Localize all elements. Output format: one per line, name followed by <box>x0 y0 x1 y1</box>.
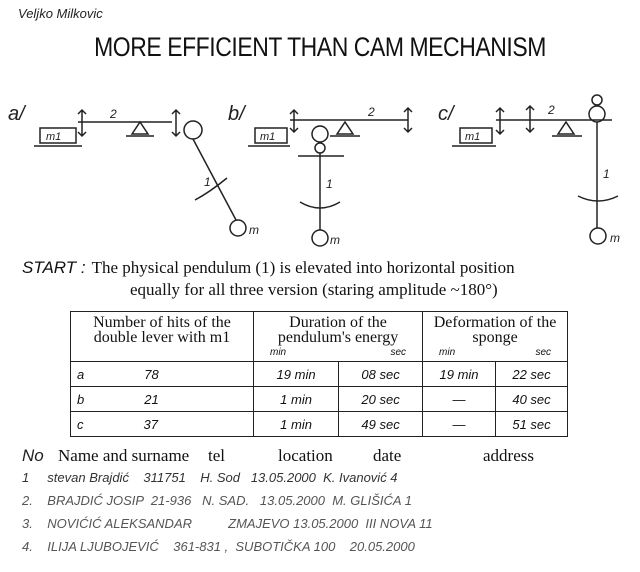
pendulum-diagrams: a/ m1 2 m 1 b/ m1 2 m 1 c/ m1 2 m 1 <box>8 94 620 247</box>
signature-header: No Name and surname tel location date ad… <box>22 446 534 465</box>
diagram-a: a/ m1 2 m 1 <box>8 103 259 237</box>
svg-text:m: m <box>249 223 259 237</box>
svg-text:2: 2 <box>547 103 555 117</box>
signature-row: 1 stevan Brajdić 311751 H. Sod 13.05.200… <box>22 470 398 485</box>
signature-row: 2. BRAJDIĆ JOSIP 21-936 N. SAD. 13.05.20… <box>22 493 412 508</box>
header-deformation: Deformation of the sponge min sec <box>422 311 568 362</box>
signature-row: 3. NOVIĆIĆ ALEKSANDAR ZMAJEVO 13.05.2000… <box>22 516 433 531</box>
svg-text:m: m <box>610 231 620 245</box>
svg-text:m1: m1 <box>465 131 480 143</box>
svg-text:a/: a/ <box>8 103 27 125</box>
svg-text:1: 1 <box>603 167 610 181</box>
svg-text:2: 2 <box>367 105 375 119</box>
start-line-1: The physical pendulum (1) is elevated in… <box>91 258 515 277</box>
svg-text:m1: m1 <box>260 131 275 143</box>
svg-text:1: 1 <box>204 175 211 189</box>
results-table: Number of hits of the double lever with … <box>70 311 568 437</box>
svg-text:2: 2 <box>109 107 117 121</box>
svg-text:c/: c/ <box>438 103 456 125</box>
header-hits: Number of hits of the double lever with … <box>70 311 254 362</box>
start-label: START : <box>22 258 86 277</box>
author-signature: Veljko Milkovic <box>18 6 103 21</box>
start-note: START : The physical pendulum (1) is elev… <box>22 258 515 278</box>
page-title: MORE EFFICIENT THAN CAM MECHANISM <box>94 32 546 62</box>
table-row: b 21 1 min 20 sec —40 sec <box>70 386 568 412</box>
table-row: a 78 19 min 08 sec 19 min 22 sec <box>70 361 568 387</box>
table-row: c 37 1 min 49 sec —51 sec <box>70 411 568 437</box>
svg-text:m1: m1 <box>46 131 61 143</box>
start-line-2: equally for all three version (staring a… <box>130 280 498 299</box>
diagram-c: c/ m1 2 m 1 <box>438 94 620 245</box>
header-duration: Duration of the pendulum's energy min sec <box>252 311 424 362</box>
diagram-b: b/ m1 2 m 1 <box>228 103 413 247</box>
signature-row: 4. ILIJA LJUBOJEVIĆ 361-831 , SUBOTIČKA … <box>22 539 415 554</box>
svg-text:m: m <box>330 233 340 247</box>
svg-text:1: 1 <box>326 177 333 191</box>
svg-text:b/: b/ <box>228 103 247 125</box>
